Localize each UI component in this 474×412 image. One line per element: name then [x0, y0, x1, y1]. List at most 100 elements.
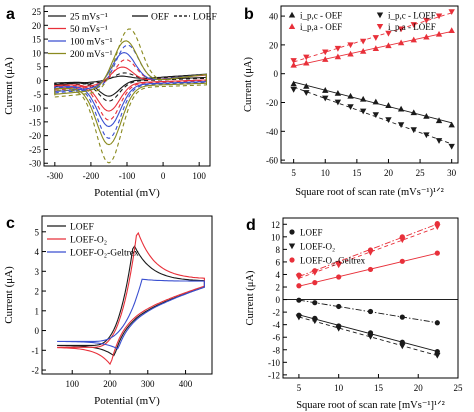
- y-tick-label: 15: [32, 35, 42, 45]
- data-point: [435, 13, 443, 20]
- y-tick-label: 10: [32, 48, 42, 58]
- data-point: [410, 127, 417, 134]
- cv-curve-0: [57, 244, 205, 357]
- data-point: [367, 334, 374, 340]
- y-tick-label: 20: [32, 21, 42, 31]
- data-point: [347, 42, 354, 49]
- data-point: [347, 50, 354, 57]
- data-point: [434, 250, 440, 256]
- fit-line-1: [298, 316, 438, 356]
- data-point: [322, 95, 329, 102]
- y-tick-label: 0: [37, 76, 42, 86]
- data-point: [397, 26, 405, 33]
- x-tick-label: -200: [83, 171, 100, 181]
- legend-label: OEF: [151, 13, 169, 23]
- data-point: [399, 314, 405, 320]
- data-point: [347, 92, 354, 99]
- legend-label: LOEF-O₂: [300, 242, 335, 252]
- data-point: [312, 300, 318, 306]
- data-point: [334, 45, 342, 52]
- x-tick-label: 300: [141, 379, 155, 389]
- y-tick-label: -1: [32, 346, 40, 356]
- data-point: [397, 39, 405, 46]
- data-point: [296, 272, 302, 278]
- x-tick-label: 10: [321, 168, 331, 178]
- x-tick-label: 25: [454, 383, 464, 393]
- y-tick-label: 6: [276, 257, 281, 267]
- data-point: [303, 59, 310, 66]
- data-point: [336, 274, 342, 280]
- y-tick-label: -8: [273, 345, 281, 355]
- x-tick-label: 20: [414, 383, 424, 393]
- panel-label: c: [6, 215, 15, 232]
- y-tick-label: 0: [35, 326, 40, 336]
- y-tick-label: -15: [29, 117, 41, 127]
- data-point: [290, 61, 297, 68]
- data-point: [372, 112, 380, 118]
- legend-marker: [376, 12, 384, 19]
- x-axis-label: Potential (mV): [94, 395, 160, 407]
- data-point: [367, 308, 374, 315]
- y-tick-label: -5: [34, 90, 42, 100]
- data-point: [367, 266, 374, 273]
- y-axis-label: Current (μA): [3, 266, 15, 324]
- data-point: [434, 221, 440, 227]
- data-point: [359, 48, 367, 54]
- data-point: [385, 42, 392, 49]
- x-tick-label: 0: [161, 171, 166, 181]
- y-tick-label: 12: [271, 220, 280, 230]
- legend-label: i_p,a - LOEF: [388, 22, 436, 32]
- legend-marker: [288, 243, 296, 250]
- data-point: [410, 36, 417, 43]
- y-tick-label: 5: [35, 227, 40, 237]
- legend-marker: [289, 257, 295, 263]
- panel-label: d: [246, 217, 256, 234]
- y-tick-label: 20: [269, 40, 279, 50]
- x-tick-label: 30: [447, 168, 457, 178]
- data-point: [434, 352, 441, 359]
- cv-curve-5: [54, 44, 207, 140]
- plot-frame: [282, 217, 459, 379]
- data-point: [303, 83, 310, 89]
- y-tick-label: 1: [35, 306, 40, 316]
- cv-curve-7: [54, 28, 207, 164]
- data-point: [322, 87, 329, 93]
- data-point: [336, 260, 342, 266]
- y-tick-label: -12: [268, 370, 280, 380]
- data-point: [290, 58, 297, 64]
- x-axis-label: Potential (mV): [94, 187, 160, 199]
- legend-label: LOEF: [70, 223, 94, 233]
- legend-label: i_p,a - OEF: [300, 22, 342, 32]
- y-tick-label: -30: [29, 159, 41, 169]
- data-point: [290, 80, 297, 87]
- data-point: [434, 320, 440, 326]
- legend-marker: [376, 23, 384, 30]
- legend-label: LOEF-O₂-Geltrex: [70, 249, 139, 259]
- y-tick-label: 8: [276, 245, 281, 255]
- x-tick-label: 20: [384, 168, 394, 178]
- y-tick-label: -20: [29, 131, 41, 141]
- y-tick-label: 25: [32, 7, 42, 17]
- panel-c: 100 200 300 400 -2 -1 0 1 2 3 4 5 Potential (mV) Curr…: [3, 215, 213, 407]
- y-tick-label: -25: [29, 145, 41, 155]
- data-point: [312, 268, 318, 274]
- y-tick-label: -4: [273, 320, 281, 330]
- y-tick-label: -2: [32, 366, 40, 376]
- y-tick-label: 4: [276, 270, 281, 280]
- data-point: [448, 9, 455, 15]
- data-point: [372, 45, 380, 52]
- legend-marker: [288, 23, 296, 30]
- data-point: [448, 121, 455, 128]
- data-point: [322, 49, 329, 56]
- data-point: [399, 258, 405, 264]
- x-axis-label: Square root of scan rate [mVs⁻¹]¹ᐟ²: [296, 400, 445, 411]
- data-point: [385, 102, 392, 108]
- x-axis-label: Square root of scan rate (mVs⁻¹)¹ᐟ²: [295, 187, 444, 198]
- data-point: [385, 30, 392, 37]
- data-point: [359, 95, 367, 102]
- y-tick-label: 10: [271, 232, 281, 242]
- data-point: [397, 122, 405, 129]
- plot-frame: [41, 215, 213, 375]
- data-point: [410, 22, 417, 28]
- data-point: [448, 143, 455, 150]
